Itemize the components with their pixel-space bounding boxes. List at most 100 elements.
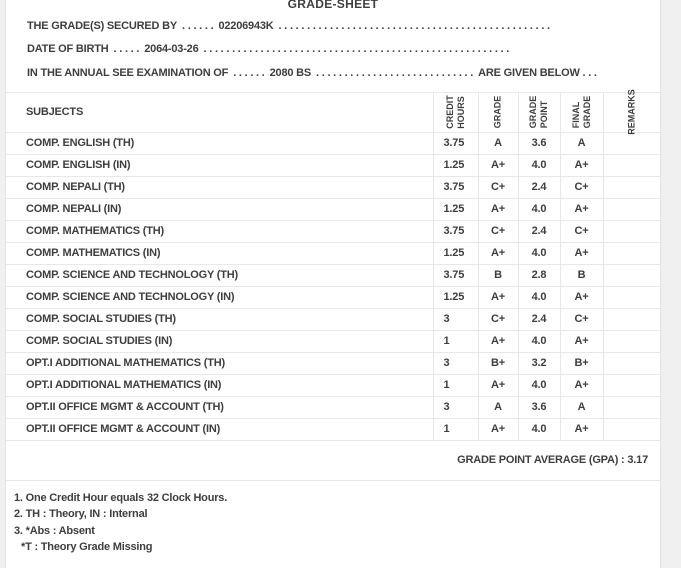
credit-hours-cell: 1.25 xyxy=(432,286,478,308)
table-row: OPT.II OFFICE MGMT & ACCOUNT (TH) 3 A 3.… xyxy=(6,396,660,418)
info-label: IN THE ANNUAL SEE EXAMINATION OF xyxy=(27,66,229,79)
remarks-cell xyxy=(602,176,660,198)
info-line-grades-secured-by: THE GRADE(S) SECURED BY . . . . . . 0220… xyxy=(6,14,660,38)
final-grade-cell: A+ xyxy=(559,286,603,308)
subject-cell: OPT.II OFFICE MGMT & ACCOUNT (IN) xyxy=(26,423,221,435)
remarks-cell xyxy=(602,198,660,220)
credit-hours-cell: 3 xyxy=(432,308,478,330)
grade-cell: A+ xyxy=(477,418,518,440)
credit-hours-cell: 3.75 xyxy=(432,220,478,242)
col-header-credit-hours: CREDIT HOURS xyxy=(432,92,478,132)
credit-hours-cell: 3.75 xyxy=(432,132,478,154)
final-grade-cell: C+ xyxy=(559,176,603,198)
table-row: COMP. SCIENCE AND TECHNOLOGY (TH) 3.75 B… xyxy=(6,264,660,286)
remarks-cell xyxy=(602,286,660,308)
subject-cell: COMP. ENGLISH (IN) xyxy=(26,159,131,171)
table-row: COMP. MATHEMATICS (IN) 1.25 A+ 4.0 A+ xyxy=(6,242,660,264)
col-header-grade: GRADE xyxy=(477,92,518,132)
info-line-examination-year: IN THE ANNUAL SEE EXAMINATION OF . . . .… xyxy=(6,61,660,85)
final-grade-cell: A+ xyxy=(559,242,603,264)
grade-point-cell: 4.0 xyxy=(517,374,560,396)
credit-hours-cell: 1.25 xyxy=(432,198,478,220)
footnote: 1. One Credit Hour equals 32 Clock Hours… xyxy=(14,491,228,504)
grade-point-cell: 2.4 xyxy=(517,220,560,242)
subject-cell: COMP. NEPALI (TH) xyxy=(26,181,125,193)
subject-cell: OPT.I ADDITIONAL MATHEMATICS (TH) xyxy=(26,357,225,369)
table-row: COMP. MATHEMATICS (TH) 3.75 C+ 2.4 C+ xyxy=(6,220,660,242)
credit-hours-cell: 1.25 xyxy=(432,242,478,264)
col-header-subjects: SUBJECTS xyxy=(26,106,84,118)
grade-point-cell: 4.0 xyxy=(517,418,560,440)
table-row: OPT.I ADDITIONAL MATHEMATICS (IN) 1 A+ 4… xyxy=(6,374,660,396)
grade-cell: A+ xyxy=(477,242,518,264)
info-label: THE GRADE(S) SECURED BY xyxy=(27,19,178,32)
subject-cell: COMP. SCIENCE AND TECHNOLOGY (TH) xyxy=(26,269,238,281)
grade-point-cell: 2.4 xyxy=(517,308,560,330)
remarks-cell xyxy=(602,374,660,396)
grade-point-cell: 3.2 xyxy=(517,352,560,374)
remarks-cell xyxy=(602,396,660,418)
subject-cell: COMP. ENGLISH (TH) xyxy=(26,137,135,149)
gpa-value: 3.17 xyxy=(627,454,648,466)
col-header-final-grade-label: FINAL GRADE xyxy=(570,95,592,129)
student-id-value: 02206943K xyxy=(218,19,274,32)
final-grade-cell: A+ xyxy=(559,330,603,352)
final-grade-cell: A+ xyxy=(559,418,603,440)
table-row: COMP. SCIENCE AND TECHNOLOGY (IN) 1.25 A… xyxy=(6,286,660,308)
col-header-remarks-label: REMARKS xyxy=(626,89,637,135)
grade-point-cell: 4.0 xyxy=(517,198,560,220)
grade-cell: C+ xyxy=(477,176,518,198)
final-grade-cell: A+ xyxy=(559,198,603,220)
final-grade-cell: A xyxy=(559,396,603,418)
subject-cell: OPT.I ADDITIONAL MATHEMATICS (IN) xyxy=(26,379,222,391)
subject-cell: COMP. SCIENCE AND TECHNOLOGY (IN) xyxy=(26,291,235,303)
dotted-leader: . . . . . . . . . . . . . . . . . . . . … xyxy=(316,66,474,79)
footnote: *T : Theory Grade Missing xyxy=(21,541,153,553)
table-row: COMP. SOCIAL STUDIES (TH) 3 C+ 2.4 C+ xyxy=(6,308,660,330)
grade-point-cell: 4.0 xyxy=(517,242,560,264)
grade-sheet: GRADE-SHEET THE GRADE(S) SECURED BY . . … xyxy=(5,0,661,568)
credit-hours-cell: 3.75 xyxy=(432,264,478,286)
dotted-leader: . . . . . . xyxy=(182,19,214,32)
col-header-remarks: REMARKS xyxy=(602,89,660,135)
table-row: COMP. NEPALI (TH) 3.75 C+ 2.4 C+ xyxy=(6,176,660,198)
table-row: COMP. NEPALI (IN) 1.25 A+ 4.0 A+ xyxy=(6,198,660,220)
credit-hours-cell: 1 xyxy=(432,418,478,440)
credit-hours-cell: 3 xyxy=(432,352,478,374)
grade-point-cell: 3.6 xyxy=(517,396,560,418)
grade-cell: B xyxy=(477,264,518,286)
final-grade-cell: C+ xyxy=(559,308,603,330)
col-header-final-grade: FINAL GRADE xyxy=(559,92,603,132)
dotted-leader: . . . . . . . . . . . . . . . . . . . . … xyxy=(203,43,510,56)
gpa-row: GRADE POINT AVERAGE (GPA) : 3.17 xyxy=(6,440,660,480)
remarks-cell xyxy=(602,330,660,352)
student-info-block: THE GRADE(S) SECURED BY . . . . . . 0220… xyxy=(6,14,660,85)
grade-point-cell: 2.8 xyxy=(517,264,560,286)
subject-cell: COMP. SOCIAL STUDIES (TH) xyxy=(26,313,176,325)
gpa-summary: GRADE POINT AVERAGE (GPA) : 3.17 xyxy=(6,440,660,480)
grade-table: SUBJECTS CREDIT HOURS GRADE xyxy=(6,89,660,481)
remarks-cell xyxy=(602,242,660,264)
col-header-grade-point: GRADE POINT xyxy=(517,92,560,132)
credit-hours-cell: 1 xyxy=(432,330,478,352)
gpa-label: GRADE POINT AVERAGE (GPA) : xyxy=(457,454,625,466)
col-header-grade-label: GRADE xyxy=(492,95,503,129)
grade-cell: A+ xyxy=(477,374,518,396)
final-grade-cell: A+ xyxy=(559,154,603,176)
final-grade-cell: B+ xyxy=(559,352,603,374)
subject-cell: COMP. MATHEMATICS (IN) xyxy=(26,247,161,259)
final-grade-cell: C+ xyxy=(559,220,603,242)
dotted-leader: . . . . . . . . . . . . . . . . . . . . … xyxy=(278,19,551,32)
subject-cell: COMP. SOCIAL STUDIES (IN) xyxy=(26,335,173,347)
grade-point-cell: 3.6 xyxy=(517,132,560,154)
remarks-cell xyxy=(602,264,660,286)
grade-cell: C+ xyxy=(477,308,518,330)
dotted-leader: . . . . . . xyxy=(233,66,265,79)
table-row: COMP. ENGLISH (TH) 3.75 A 3.6 A xyxy=(6,132,660,154)
subject-cell: COMP. MATHEMATICS (TH) xyxy=(26,225,164,237)
remarks-cell xyxy=(602,352,660,374)
grade-cell: B+ xyxy=(477,352,518,374)
table-header-row: SUBJECTS CREDIT HOURS GRADE xyxy=(6,89,660,135)
grade-table-body: COMP. ENGLISH (TH) 3.75 A 3.6 A COMP. EN… xyxy=(6,132,660,440)
